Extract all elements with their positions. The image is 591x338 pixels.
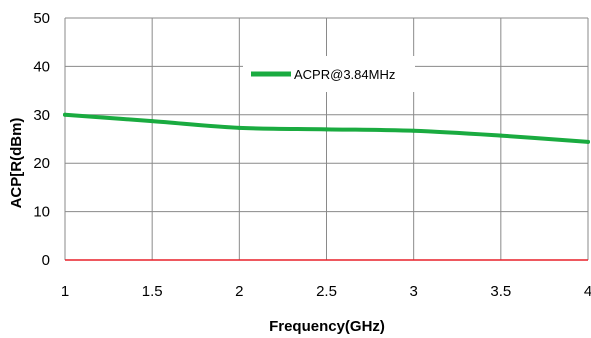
- data-point: [586, 139, 590, 144]
- x-tick-label: 1.5: [142, 283, 163, 300]
- x-axis-title: Frequency(GHz): [269, 318, 385, 335]
- data-point: [237, 125, 242, 130]
- y-tick-label: 50: [33, 10, 50, 27]
- data-point: [411, 128, 416, 133]
- data-point: [150, 119, 155, 124]
- x-tick-label: 2: [235, 283, 243, 300]
- legend: ACPR@3.84MHz: [243, 56, 415, 92]
- y-axis-title: ACP[R(dBm): [8, 118, 25, 209]
- y-tick-label: 20: [33, 155, 50, 172]
- data-point: [324, 127, 329, 132]
- data-point: [63, 112, 67, 117]
- x-tick-label: 4: [584, 283, 591, 300]
- y-tick-label: 10: [33, 204, 50, 221]
- y-tick-label: 30: [33, 107, 50, 124]
- data-point: [498, 133, 503, 138]
- y-tick-label: 40: [33, 58, 50, 75]
- x-tick-label: 3: [409, 283, 417, 300]
- x-tick-label: 3.5: [490, 283, 511, 300]
- legend-label: ACPR@3.84MHz: [294, 67, 395, 82]
- grid: [65, 17, 589, 260]
- series-layer: [63, 112, 590, 144]
- y-tick-label: 0: [42, 252, 50, 269]
- x-tick-label: 2.5: [316, 283, 337, 300]
- x-tick-label: 1: [61, 283, 69, 300]
